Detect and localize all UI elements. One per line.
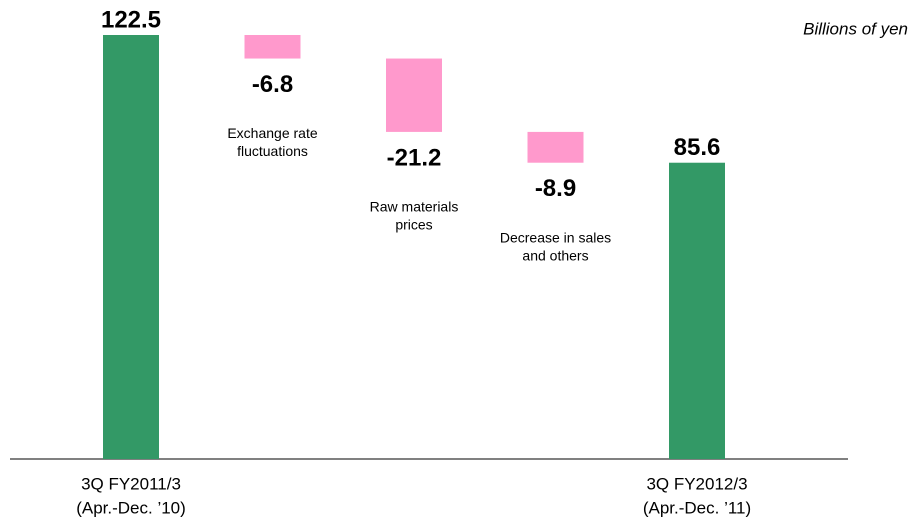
total-bar [669,162,725,459]
value-label: 85.6 [674,134,721,161]
decrease-bar [527,131,584,163]
value-label: -21.2 [387,144,442,171]
unit-label: Billions of yen [803,19,908,38]
category-label: 3Q FY2011/3 [81,474,181,493]
category-label: Exchange rate [227,125,317,141]
category-label: 3Q FY2012/3 [646,474,747,493]
value-label: -8.9 [535,175,576,202]
category-label: prices [395,217,432,233]
value-label: 122.5 [101,6,161,33]
decrease-bar [244,35,301,59]
category-label: Raw materials [370,199,459,215]
category-label: Decrease in sales [500,229,611,245]
category-label: fluctuations [237,143,308,159]
total-bar [103,35,159,459]
category-label: (Apr.-Dec. ’10) [76,498,186,517]
category-label: (Apr.-Dec. ’11) [643,498,751,517]
value-label: -6.8 [252,71,293,98]
decrease-bar [386,58,442,132]
category-label: and others [522,247,588,263]
